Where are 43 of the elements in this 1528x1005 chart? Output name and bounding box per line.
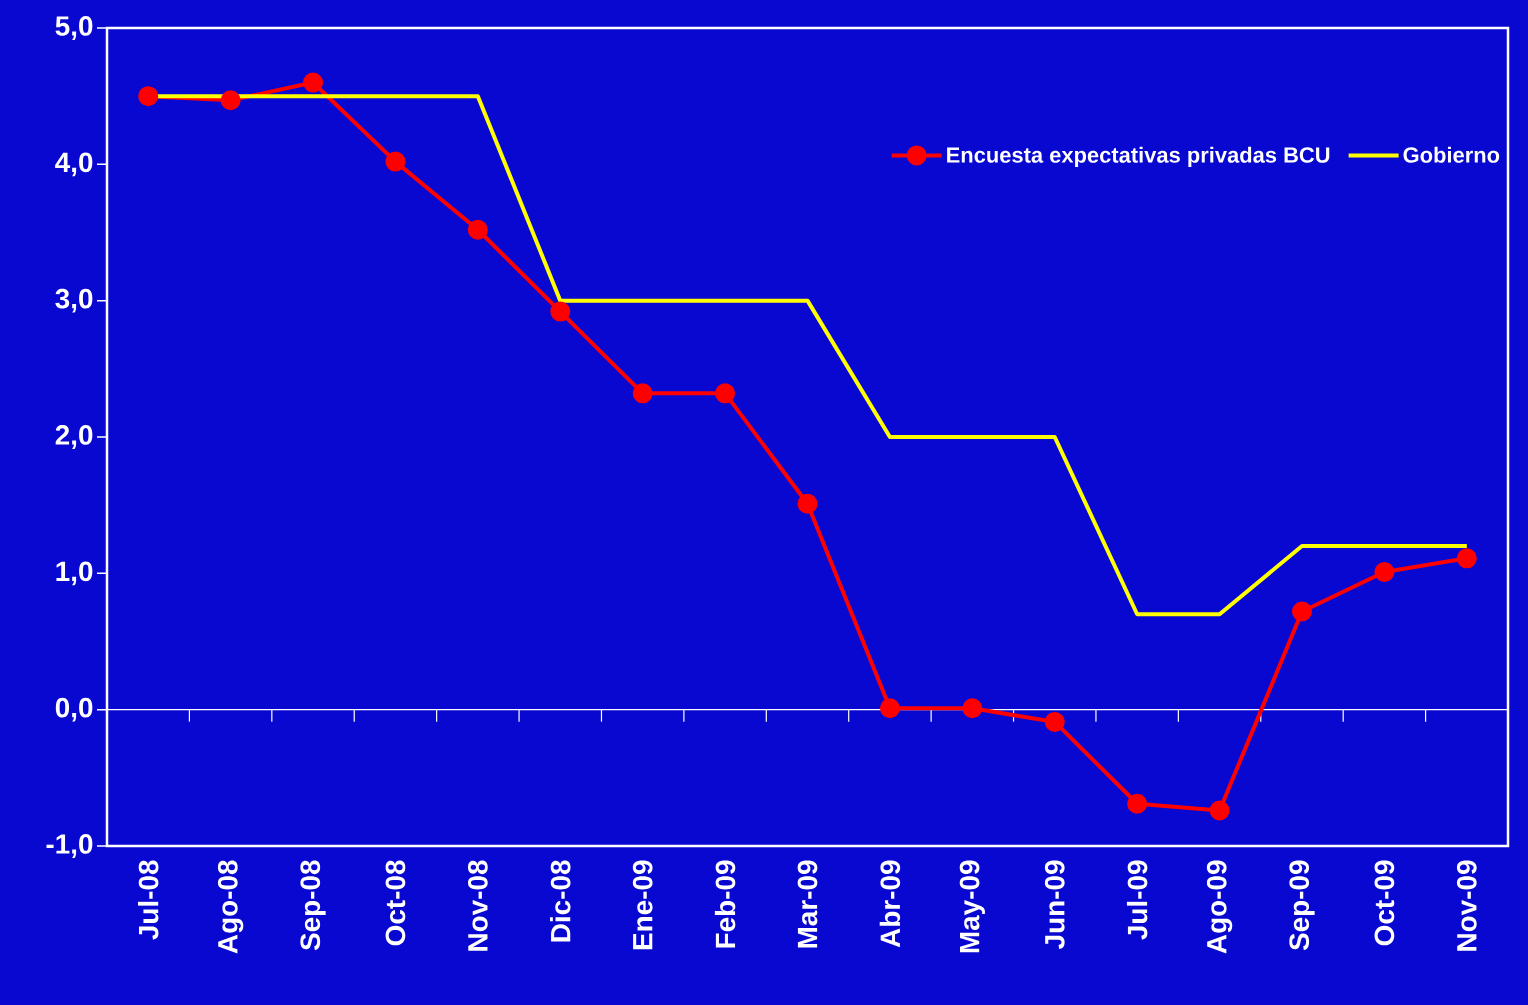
x-tick-label: Sep-08 [300,860,326,951]
x-tick-label: Feb-09 [714,860,736,948]
point [1374,561,1395,582]
x-tick-label: May-09 [959,860,985,953]
point [632,383,653,404]
legend-label: Gobierno [1403,146,1500,163]
point [303,72,324,93]
y-tick-label: 3,0 [55,288,93,313]
x-tick-label: Sep-09 [1289,860,1315,951]
point [879,698,900,719]
x-tick-label: Abr-09 [879,860,901,948]
x-tick-label: Mar-09 [797,860,818,948]
x-tick-label: Dic-08 [550,860,571,942]
point [1044,711,1065,732]
y-tick-label: 2,0 [55,425,93,449]
y-tick-label: 1,0 [56,561,93,586]
y-tick-label: 5,0 [55,16,93,40]
point [138,86,159,107]
x-tick-label: Nov-09 [1456,860,1477,951]
point [715,383,736,404]
y-tick-label: 4,0 [55,152,93,177]
point [467,219,488,240]
point [1209,800,1230,821]
point [1127,793,1148,814]
x-tick-label: Ago-09 [1206,860,1233,954]
point [797,493,818,514]
x-tick-label: Jun-09 [1044,860,1065,950]
x-tick-label: Ago-08 [217,860,244,954]
point [1291,601,1312,622]
x-tick-label: Ene-09 [632,860,653,950]
point [220,90,241,111]
y-tick-label: -1,0 [46,834,93,858]
x-tick-label: Oct-09 [1374,860,1395,946]
point [962,698,983,719]
x-tick-label: Jul-09 [1126,860,1148,940]
x-tick-label: Jul-08 [137,860,159,940]
x-tick-label: Oct-08 [385,860,406,946]
point [550,301,571,322]
point [1456,548,1477,569]
legend-label: Encuesta expectativas privadas BCU [947,146,1330,168]
x-tick-label: Nov-08 [467,860,488,951]
point [385,151,406,172]
y-tick-label: 0,0 [55,697,93,722]
